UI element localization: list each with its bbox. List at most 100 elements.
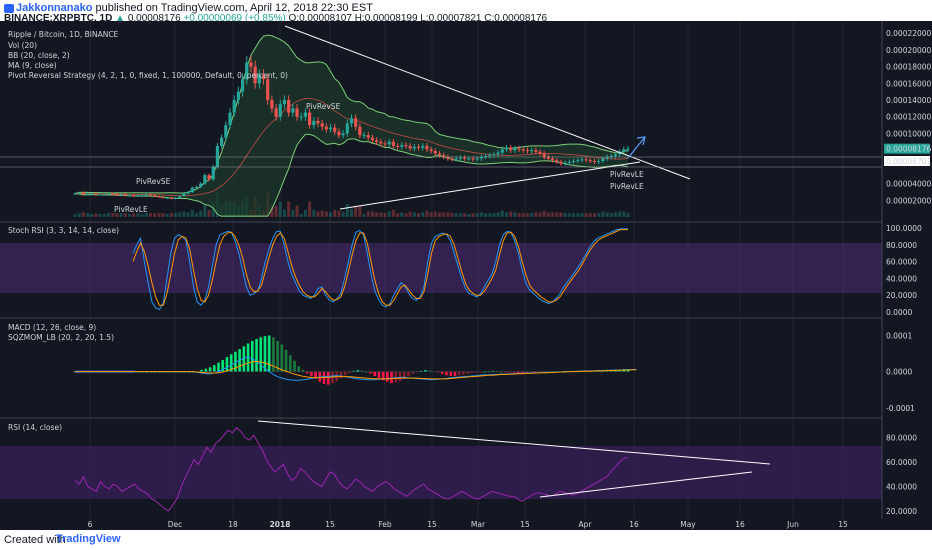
volume-bar: [597, 213, 601, 217]
momentum-bar: [424, 370, 427, 372]
candle-body: [354, 118, 358, 127]
momentum-bar: [267, 335, 271, 372]
candle-body: [626, 148, 630, 150]
candle-body: [94, 193, 98, 195]
volume-bar: [609, 213, 613, 217]
volume-bar: [320, 210, 324, 217]
momentum-bar: [478, 371, 482, 373]
price-change: +0.00000069 (+0.85%): [183, 13, 286, 24]
volume-bar: [580, 213, 584, 217]
candle-body: [169, 197, 173, 199]
momentum-bar: [512, 371, 516, 373]
candle-body: [387, 141, 391, 145]
candle-body: [190, 187, 194, 192]
stoch-title: Stoch RSI (3, 3, 14, 14, close): [8, 226, 119, 235]
stoch-tick-2: 60.0000: [886, 258, 917, 267]
volume-bar: [396, 213, 400, 217]
candle-body: [211, 166, 215, 180]
momentum-bar: [415, 371, 419, 373]
volume-bar: [140, 214, 144, 217]
candle-body: [488, 155, 492, 157]
candle-body: [178, 196, 182, 198]
footer-bar: Created with TradingView: [0, 530, 932, 550]
volume-bar: [77, 213, 81, 217]
pivot-labels: PivRevSE PivRevLE PivRevLE PivRevSE PivRevLE: [114, 102, 644, 214]
momentum-bar: [250, 340, 254, 372]
volume-bar: [530, 213, 534, 217]
volume-bar: [454, 213, 458, 217]
candle-body: [521, 149, 525, 151]
candle-body: [73, 193, 77, 195]
volume-bar: [458, 213, 462, 217]
volume-bar: [513, 212, 517, 217]
momentum-bar: [263, 336, 267, 372]
time-tick-3: 2018: [270, 520, 291, 529]
volume-bar: [107, 213, 111, 217]
volume-bar: [115, 213, 119, 217]
candle-body: [144, 194, 148, 196]
momentum-bar: [504, 371, 507, 373]
candle-body: [287, 100, 291, 113]
volume-bar: [169, 213, 173, 217]
volume-bar: [329, 212, 333, 217]
volume-bar: [287, 201, 291, 217]
volume-bar: [127, 214, 131, 217]
candle-body: [119, 194, 123, 196]
momentum-bar: [453, 371, 457, 376]
volume-bar: [366, 211, 370, 217]
volume-bar: [308, 201, 312, 217]
stoch-tick-5: 0.0000: [886, 308, 912, 317]
volume-bar: [316, 211, 320, 217]
created-with-text: Created with: [4, 534, 66, 546]
candle-body: [161, 196, 165, 198]
candle-body: [194, 186, 199, 188]
ohlc-values: O:0.00008107 H:0.00008199 L:0.00007821 C…: [288, 13, 548, 24]
volume-bar: [341, 212, 345, 217]
volume-bar: [199, 210, 203, 217]
time-tick-1: Dec: [168, 520, 183, 529]
volume-bar: [81, 212, 85, 217]
candle-body: [370, 137, 375, 141]
time-tick-4: 15: [325, 520, 335, 529]
volume-bar: [542, 210, 546, 217]
volume-bar: [417, 213, 421, 217]
candle-body: [391, 141, 395, 146]
chart-canvas[interactable]: PivRevSE PivRevLE PivRevLE PivRevSE PivRevLE…: [0, 21, 932, 530]
volume-bar: [148, 213, 152, 217]
candle-body: [358, 126, 362, 136]
stoch-tick-0: 100.0000: [886, 224, 922, 233]
time-tick-13: Jun: [786, 520, 799, 529]
momentum-bar: [466, 371, 469, 374]
candle-body: [530, 150, 534, 152]
momentum-bar: [386, 371, 389, 382]
candle-body: [375, 140, 379, 142]
volume-bar: [500, 210, 504, 217]
candle-body: [622, 149, 626, 152]
momentum-bar: [217, 362, 220, 372]
momentum-bar: [483, 371, 486, 373]
momentum-bar: [293, 360, 296, 372]
momentum-bar: [369, 371, 372, 374]
momentum-bar: [356, 370, 360, 372]
stoch-k: [132, 228, 628, 311]
tradingview-brand-link[interactable]: TradingView: [56, 533, 121, 545]
price-tick-2: 0.00018000: [886, 63, 932, 72]
time-axis: 6 Dec 18 2018 15 Feb 15 Mar 15 Apr 16 May 16 Jun 15: [88, 520, 848, 529]
momentum-bar: [394, 371, 398, 383]
momentum-bar: [242, 346, 246, 372]
volume-bar: [207, 209, 211, 217]
rsi-axis: 80.0000 60.0000 40.0000 20.0000: [886, 434, 917, 516]
candle-body: [496, 152, 500, 155]
candle-body: [140, 195, 144, 197]
author-link[interactable]: Jakkonnanako: [16, 2, 93, 14]
candle-body: [576, 160, 580, 162]
momentum-bar: [445, 371, 448, 376]
volume-bar: [370, 211, 374, 217]
volume-bar: [404, 213, 408, 217]
candle-body: [550, 158, 555, 161]
candle-body: [437, 153, 442, 156]
candle-body: [458, 157, 463, 159]
pivot-price-tag: [884, 156, 930, 167]
momentum-bar: [436, 371, 440, 373]
volume-bar: [425, 210, 429, 217]
